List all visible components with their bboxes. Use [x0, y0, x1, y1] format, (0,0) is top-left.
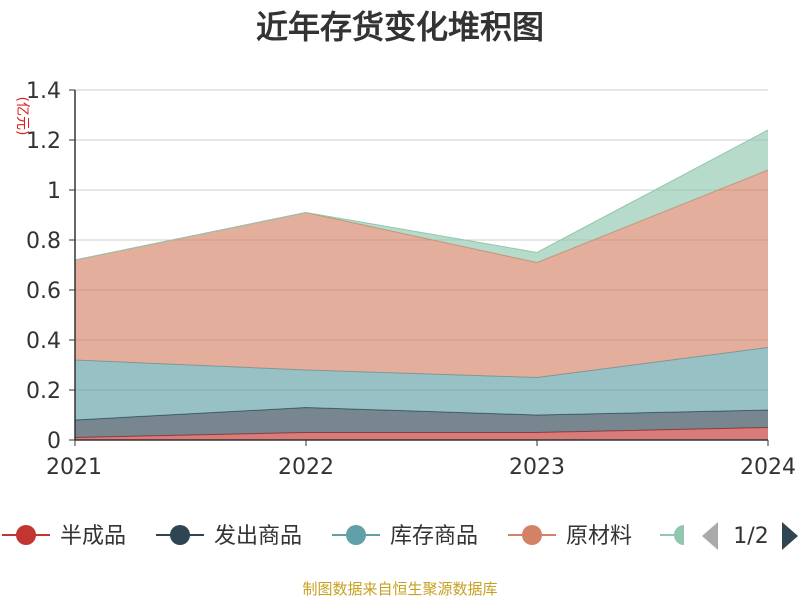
- legend-item-半成品[interactable]: 半成品: [2, 524, 126, 549]
- y-tick-labels: 0 0.2 0.4 0.6 0.8 1 1.2 1.4: [26, 79, 61, 454]
- legend-pager: 1/2: [702, 522, 798, 550]
- y-tick-label: 0.4: [26, 329, 61, 354]
- legend-item-库存商品[interactable]: 库存商品: [332, 524, 478, 549]
- y-tick-label: 1.2: [26, 129, 61, 154]
- axes: [74, 90, 769, 446]
- y-axis-unit: (亿元): [14, 97, 30, 136]
- legend-next-page-icon[interactable]: [782, 522, 798, 550]
- y-tick-label: 1: [47, 179, 61, 204]
- legend-prev-page-icon[interactable]: [702, 522, 718, 550]
- area-series-半成品: [75, 427, 768, 440]
- y-tick-label: 1.4: [26, 79, 61, 104]
- x-tick-label: 2021: [46, 455, 102, 480]
- legend-item-原材料[interactable]: 原材料: [508, 524, 632, 549]
- x-tick-label: 2022: [278, 455, 334, 480]
- legend-label: 发出商品: [214, 524, 302, 549]
- area-series-原材料: [75, 170, 768, 378]
- y-tick-label: 0: [47, 429, 61, 454]
- legend-label: 半成品: [60, 524, 126, 549]
- data-source-note: 制图数据来自恒生聚源数据库: [302, 580, 497, 598]
- area-series-group: [74, 129, 769, 440]
- legend-item-partial[interactable]: [660, 525, 684, 545]
- area-series-发出商品: [75, 407, 768, 438]
- legend: 半成品 发出商品 库存商品 原材料: [2, 524, 684, 549]
- x-tick-label: 2023: [509, 455, 565, 480]
- legend-circle-icon: [16, 525, 36, 545]
- legend-circle-icon: [346, 525, 366, 545]
- chart-title: 近年存货变化堆积图: [256, 8, 544, 46]
- y-tick-label: 0.6: [26, 279, 61, 304]
- legend-page-indicator: 1/2: [733, 524, 768, 549]
- legend-circle-icon: [522, 525, 542, 545]
- legend-item-发出商品[interactable]: 发出商品: [156, 524, 302, 549]
- area-series-库存商品: [75, 347, 768, 420]
- area-series-其他: [75, 130, 768, 263]
- y-tick-label: 0.8: [26, 229, 61, 254]
- y-tick-label: 0.2: [26, 379, 61, 404]
- x-tick-label: 2024: [740, 455, 796, 480]
- legend-label: 原材料: [566, 524, 632, 549]
- x-tick-labels: 2021 2022 2023 2024: [46, 455, 796, 480]
- legend-circle-icon: [674, 525, 684, 545]
- legend-label: 库存商品: [390, 524, 478, 549]
- legend-circle-icon: [170, 525, 190, 545]
- series-line-其他: [74, 129, 769, 261]
